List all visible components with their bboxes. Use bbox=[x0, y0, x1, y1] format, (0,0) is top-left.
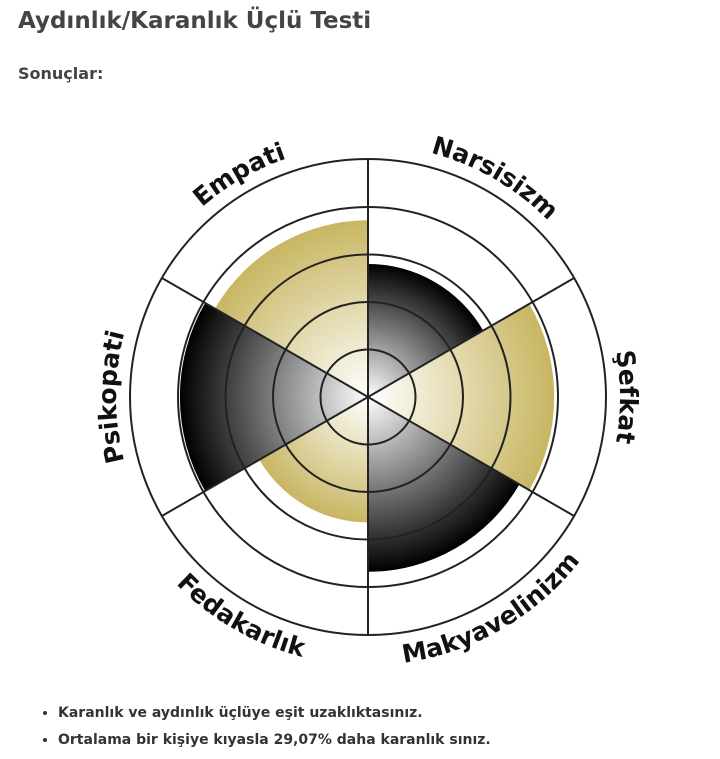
axis-label: Empati bbox=[187, 137, 288, 212]
divider bbox=[161, 277, 369, 398]
divider bbox=[367, 396, 575, 517]
axis-label-text: Makyavelinizm bbox=[400, 546, 585, 669]
note: Karanlık ve aydınlık üçlüye eşit uzaklık… bbox=[58, 700, 491, 727]
divider bbox=[161, 396, 369, 517]
sector bbox=[214, 220, 368, 397]
axis-label: Şefkat bbox=[610, 348, 643, 446]
sector bbox=[368, 397, 520, 572]
axis-label-text: Psikopati bbox=[93, 327, 130, 466]
axis-label-text: Narsisizm bbox=[429, 131, 564, 225]
subtitle: Sonuçlar: bbox=[18, 64, 104, 83]
axis-label: Psikopati bbox=[93, 327, 130, 466]
notes: Karanlık ve aydınlık üçlüye eşit uzaklık… bbox=[38, 700, 491, 754]
axis-label-text: Empati bbox=[187, 137, 288, 212]
axis-label: Fedakarlık bbox=[172, 567, 310, 663]
axis-label: Makyavelinizm bbox=[400, 546, 585, 669]
title: Aydınlık/Karanlık Üçlü Testi bbox=[18, 8, 372, 34]
sector bbox=[259, 397, 368, 523]
chart: Empati Narsisizm Şefkat Makyavelinizm Fedaka… bbox=[93, 131, 643, 669]
note: Ortalama bir kişiye kıyasla 29,07% daha … bbox=[58, 727, 491, 754]
axis-label-text: Fedakarlık bbox=[172, 567, 310, 663]
axis-label-text: Şefkat bbox=[610, 348, 643, 446]
sector bbox=[368, 264, 484, 397]
sector bbox=[368, 303, 555, 491]
axis-label: Narsisizm bbox=[429, 131, 564, 225]
divider bbox=[367, 277, 575, 398]
